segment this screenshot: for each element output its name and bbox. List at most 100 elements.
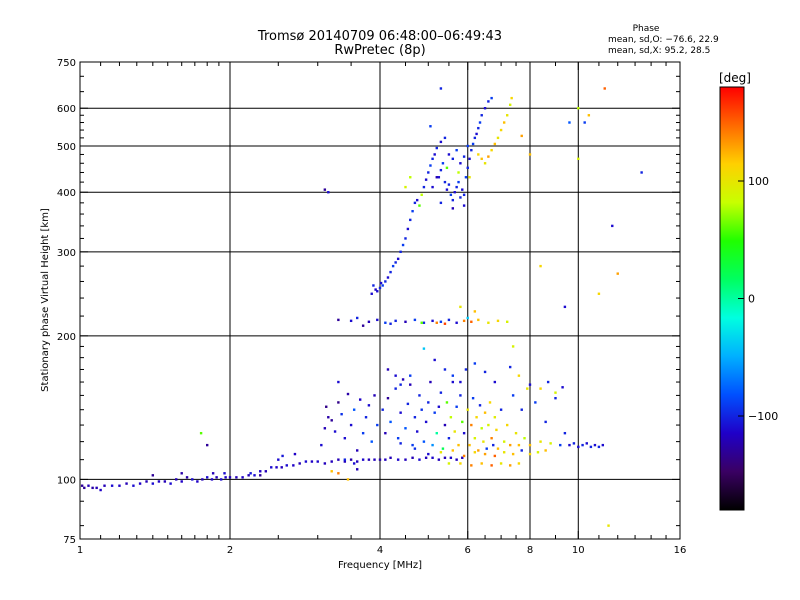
data-point: [447, 183, 451, 186]
data-point: [151, 482, 155, 485]
data-point: [554, 396, 557, 400]
data-point: [427, 452, 430, 456]
data-point: [399, 411, 402, 414]
data-point: [249, 472, 252, 475]
data-point: [534, 401, 537, 404]
chart-title: Tromsø 20140709 06:48:00–06:49:43: [257, 29, 502, 44]
data-point: [520, 449, 523, 452]
data-point: [337, 401, 340, 404]
data-point: [422, 347, 426, 350]
data-point: [470, 148, 473, 152]
data-point: [546, 380, 550, 384]
data-point: [477, 318, 480, 322]
data-point: [376, 290, 379, 293]
data-point: [275, 466, 278, 469]
data-point: [418, 458, 421, 461]
data-point: [640, 171, 643, 174]
data-point: [487, 321, 490, 324]
data-point: [384, 458, 387, 461]
data-point: [330, 419, 333, 422]
data-point: [528, 383, 532, 386]
data-point: [247, 474, 250, 477]
data-point: [413, 201, 417, 205]
data-point: [490, 464, 493, 467]
data-point: [439, 87, 443, 90]
data-point: [453, 191, 456, 194]
data-point: [490, 148, 493, 152]
data-point: [384, 431, 387, 435]
data-point: [125, 482, 128, 485]
data-point: [431, 157, 434, 161]
data-point: [585, 442, 588, 445]
data-point: [378, 458, 382, 461]
data-point: [435, 176, 438, 179]
data-point: [424, 178, 428, 181]
data-point: [466, 316, 469, 320]
data-point: [370, 292, 373, 295]
data-point: [577, 157, 580, 161]
data-point: [510, 96, 513, 100]
data-point: [502, 451, 506, 454]
data-point: [409, 176, 412, 179]
data-point: [367, 320, 371, 323]
data-point: [473, 136, 477, 140]
data-point: [396, 257, 400, 261]
data-points: [80, 87, 643, 527]
data-point: [473, 310, 477, 313]
data-point: [219, 478, 223, 481]
data-point: [493, 416, 497, 419]
x-axis-label: Frequency [MHz]: [338, 560, 422, 571]
data-point: [439, 320, 443, 323]
data-point: [477, 449, 480, 452]
data-point: [468, 176, 471, 179]
data-point: [411, 456, 414, 459]
data-point: [215, 476, 218, 479]
data-point: [422, 321, 426, 324]
x-axis-ticks: 1 2 4 6 8 10 16: [77, 62, 686, 556]
data-point: [418, 204, 421, 207]
data-point: [607, 524, 610, 527]
data-point: [568, 121, 571, 124]
data-point: [508, 443, 512, 447]
data-point: [333, 430, 337, 433]
y-tick-label: 750: [57, 58, 76, 69]
data-point: [337, 380, 340, 384]
data-point: [470, 320, 473, 323]
data-point: [439, 140, 443, 144]
data-point: [493, 380, 497, 384]
data-point: [499, 128, 503, 132]
data-point: [320, 443, 323, 447]
colorbar-tick-label: 100: [748, 175, 769, 188]
y-tick-label: 100: [57, 475, 76, 486]
data-point: [611, 224, 614, 228]
data-point: [396, 458, 400, 461]
data-point: [451, 207, 455, 210]
data-point: [404, 320, 407, 323]
data-point: [180, 480, 183, 483]
data-point: [473, 362, 477, 365]
data-point: [340, 412, 343, 416]
data-point: [471, 396, 475, 400]
data-point: [404, 185, 407, 189]
data-point: [563, 431, 567, 435]
data-point: [298, 462, 301, 465]
grid: [80, 62, 680, 539]
data-point: [539, 264, 542, 268]
data-point: [352, 462, 356, 465]
y-axis-ticks: 75 100 200 300 400 500 600 750: [57, 58, 680, 546]
data-point: [477, 126, 480, 130]
y-tick-label: 400: [57, 188, 76, 199]
data-point: [459, 196, 462, 199]
data-point: [493, 454, 497, 458]
data-point: [508, 365, 512, 369]
data-point: [138, 482, 142, 485]
data-point: [355, 316, 359, 320]
data-point: [433, 411, 436, 414]
data-point: [364, 416, 368, 419]
data-point: [358, 398, 362, 401]
data-point: [435, 146, 438, 150]
data-point: [409, 383, 412, 386]
data-point: [304, 460, 308, 463]
data-point: [517, 443, 521, 447]
data-point: [496, 136, 500, 140]
